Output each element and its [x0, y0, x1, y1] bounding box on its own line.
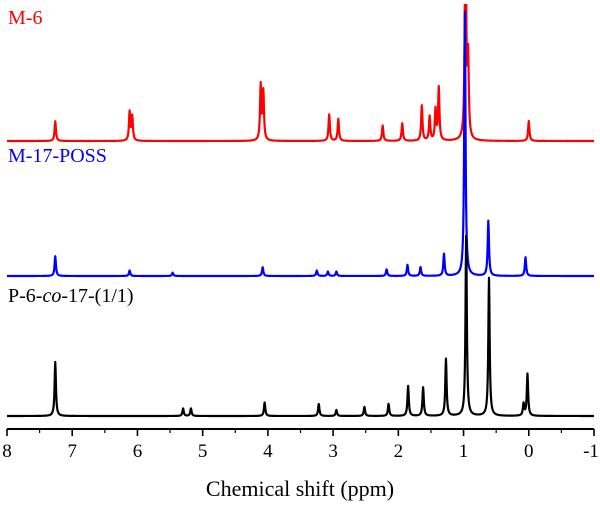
series-label-1: M-6: [8, 7, 42, 29]
series-label-3: P-6-co-17-(1/1): [8, 285, 134, 307]
x-tick-label-3: 5: [198, 441, 208, 462]
x-tick-label-2: 6: [133, 441, 143, 462]
series-label-3-part-3: -17-(1/1): [61, 285, 133, 307]
series-label-2: M-17-POSS: [8, 145, 107, 167]
spectrum-line-2: [7, 10, 594, 278]
x-axis: 8 7 6 5 4 3 2 1 0 -1: [2, 428, 599, 462]
series-label-3-part-1: P-6-: [8, 285, 42, 307]
x-tick-label-6: 2: [394, 441, 404, 462]
x-tick-label-9: -1: [583, 441, 599, 462]
spectrum-line-3: [7, 234, 594, 418]
x-tick-label-0: 8: [2, 441, 12, 462]
spectra-layer: [7, 4, 594, 418]
x-tick-label-8: 0: [524, 441, 534, 462]
x-tick-label-7: 1: [459, 441, 469, 462]
series-label-3-part-2: co: [42, 285, 61, 307]
spectrum-line-1: [7, 4, 594, 143]
series-label-2-part-1: M-17-POSS: [8, 145, 107, 167]
x-tick-label-4: 4: [263, 441, 273, 462]
x-tick-label-1: 7: [67, 441, 77, 462]
x-axis-title: Chemical shift (ppm): [206, 476, 394, 501]
series-label-1-part-1: M-6: [8, 7, 42, 29]
x-tick-label-5: 3: [328, 441, 338, 462]
series-labels: M-6 M-17-POSS P-6-co-17-(1/1): [8, 7, 134, 307]
